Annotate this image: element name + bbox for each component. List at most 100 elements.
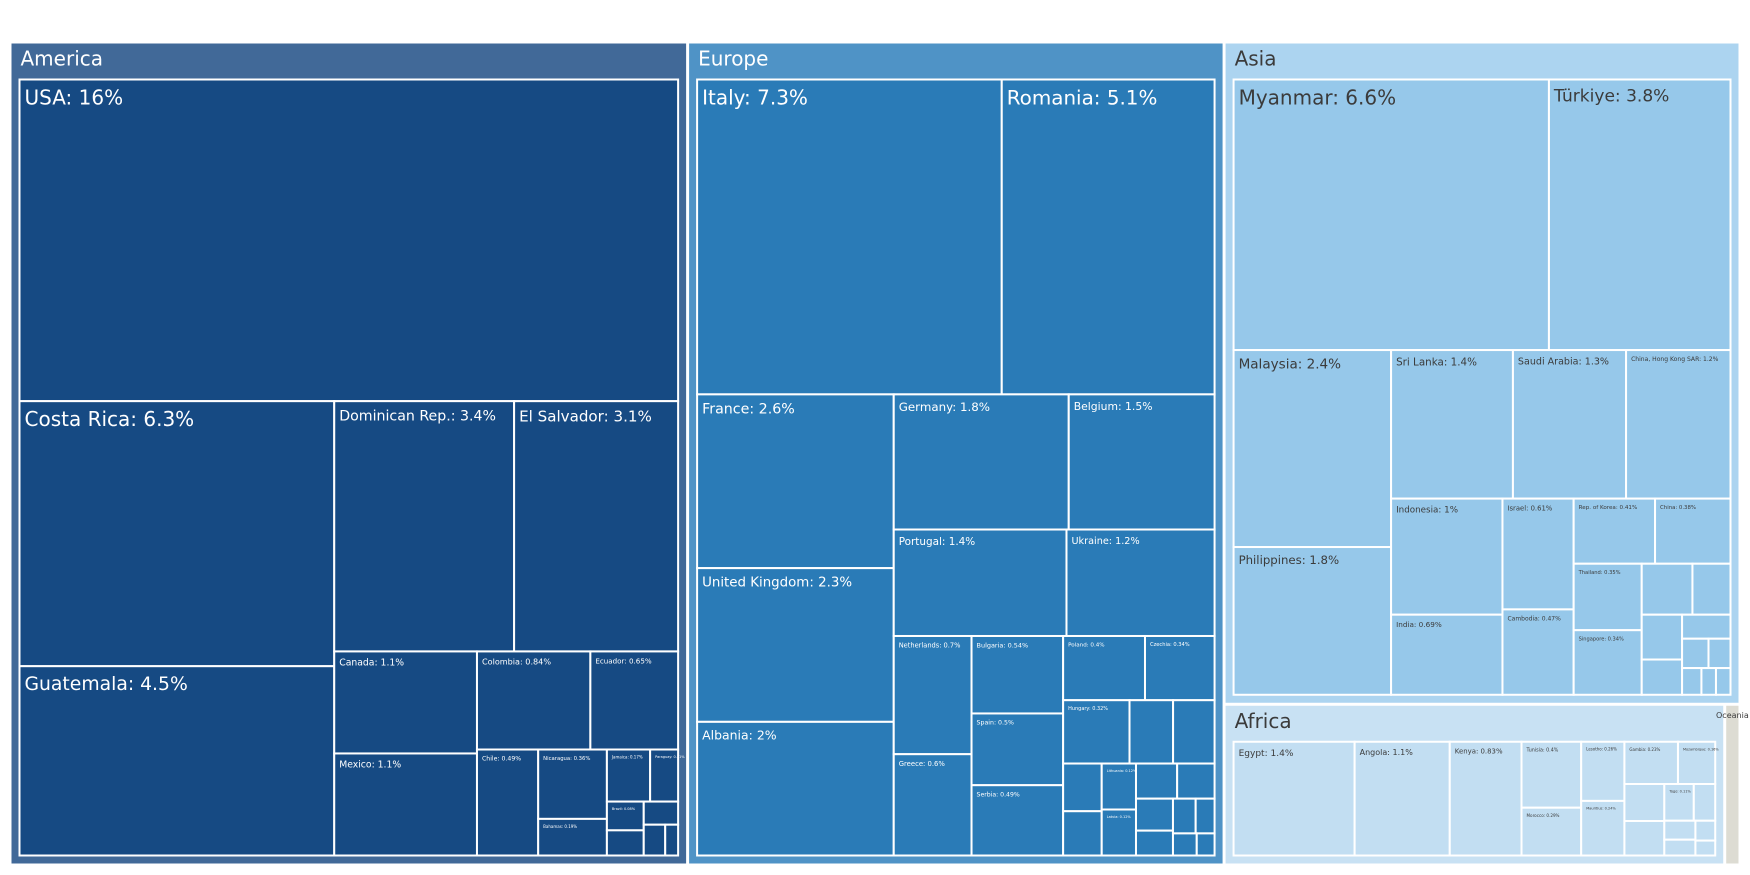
tile-rep-of-korea[interactable]	[1572, 497, 1657, 565]
tile-paraguay[interactable]	[649, 748, 680, 803]
tile-guatemala[interactable]	[18, 665, 336, 857]
tile-angola[interactable]	[1353, 740, 1451, 857]
tile-europe-17[interactable]	[1128, 699, 1175, 765]
tile-america-15[interactable]	[605, 829, 645, 857]
tile-label-mexico: Mexico: 1.1%	[339, 760, 401, 771]
tile-label-singapore: Singapore: 0.34%	[1579, 636, 1624, 642]
tile-asia-22[interactable]	[1681, 667, 1703, 696]
tile-asia-18[interactable]	[1640, 658, 1684, 696]
tile-bahamas[interactable]	[537, 817, 608, 857]
tile-europe-28[interactable]	[1194, 797, 1216, 835]
tile-label-india: India: 0.69%	[1396, 620, 1442, 629]
tile-el-salvador[interactable]	[513, 400, 680, 653]
tile-morocco[interactable]	[1520, 806, 1583, 857]
tile-label-hungary: Hungary: 0.32%	[1068, 706, 1108, 712]
tile-america-17[interactable]	[642, 823, 667, 857]
tile-europe-24[interactable]	[1176, 762, 1216, 800]
tile-europe-30[interactable]	[1195, 832, 1216, 857]
tile-africa-9[interactable]	[1623, 783, 1666, 822]
tile-asia-17[interactable]	[1640, 613, 1684, 661]
tile-malaysia[interactable]	[1232, 349, 1393, 549]
tile-mexico[interactable]	[333, 752, 478, 857]
group-label-africa: Africa	[1235, 709, 1292, 733]
tile-europe-25[interactable]	[1134, 797, 1174, 832]
tile-romania[interactable]	[1000, 78, 1216, 396]
tile-africa-13[interactable]	[1663, 819, 1697, 841]
tile-albania[interactable]	[696, 720, 895, 857]
tile-portugal[interactable]	[892, 528, 1068, 637]
tile-greece[interactable]	[892, 753, 973, 857]
tile-label-spain: Spain: 0.5%	[977, 720, 1014, 727]
tile-label-germany: Germany: 1.8%	[899, 400, 990, 414]
tile-cambodia[interactable]	[1501, 608, 1575, 696]
tile-europe-23[interactable]	[1134, 762, 1179, 800]
tile-label-usa: USA: 16%	[25, 86, 124, 110]
tile-africa-10[interactable]	[1623, 819, 1666, 857]
tile-usa[interactable]	[18, 78, 680, 403]
tile-label-italy: Italy: 7.3%	[702, 86, 808, 110]
tile-singapore[interactable]	[1572, 629, 1643, 696]
group-panel-oceania[interactable]	[1726, 705, 1739, 864]
tile-ecuador[interactable]	[589, 650, 680, 751]
tile-africa-15[interactable]	[1694, 819, 1717, 842]
tile-france[interactable]	[696, 393, 895, 570]
tile-spain[interactable]	[970, 712, 1065, 787]
tile-label-mozambique: Mozambique: 0.16%	[1683, 747, 1719, 751]
tile-italy[interactable]	[696, 78, 1003, 396]
group-label-europe: Europe	[698, 47, 768, 71]
tile-asia-15[interactable]	[1640, 562, 1694, 616]
tile-bulgaria[interactable]	[970, 634, 1065, 715]
tile-label-cambodia: Cambodia: 0.47%	[1507, 615, 1561, 622]
tile-czechia[interactable]	[1143, 634, 1216, 702]
tile-africa-14[interactable]	[1663, 838, 1697, 857]
tile-germany[interactable]	[892, 393, 1070, 531]
tile-europe-19[interactable]	[1062, 762, 1103, 813]
tile-sri-lanka[interactable]	[1390, 349, 1514, 500]
tile-indonesia[interactable]	[1390, 497, 1504, 616]
tile-china-hong-kong-sar[interactable]	[1625, 349, 1732, 500]
tile-canada[interactable]	[333, 650, 478, 755]
tile-label-paraguay: Paraguay: 0.11%	[655, 755, 685, 759]
tile-costa-rica[interactable]	[18, 400, 336, 668]
tile-belgium[interactable]	[1067, 393, 1216, 531]
tile-africa-16[interactable]	[1694, 839, 1717, 857]
tile-egypt[interactable]	[1232, 740, 1356, 857]
tile-europe-20[interactable]	[1062, 810, 1103, 857]
tile-brazil[interactable]	[605, 800, 645, 832]
tile-label-netherlands: Netherlands: 0.7%	[899, 642, 961, 650]
tile-europe-18[interactable]	[1172, 699, 1216, 765]
tile-label-serbia: Serbia: 0.49%	[977, 791, 1020, 798]
tile-asia-16[interactable]	[1691, 562, 1732, 616]
tile-chile[interactable]	[475, 748, 540, 857]
tile-america-18[interactable]	[664, 823, 680, 857]
tile-label-el-salvador: El Salvador: 3.1%	[519, 407, 652, 425]
tile-label-albania: Albania: 2%	[702, 727, 777, 742]
tile-serbia[interactable]	[970, 784, 1065, 857]
tile-asia-21[interactable]	[1707, 637, 1732, 670]
tile-asia-20[interactable]	[1681, 637, 1710, 670]
tile-myanmar[interactable]	[1232, 78, 1550, 352]
tile-kenya[interactable]	[1448, 740, 1523, 857]
tile-saudi-arabia[interactable]	[1511, 349, 1628, 500]
tile-america-16[interactable]	[642, 800, 680, 826]
tile-t-rkiye[interactable]	[1547, 78, 1732, 352]
tile-europe-26[interactable]	[1134, 829, 1174, 857]
tile-thailand[interactable]	[1572, 562, 1643, 632]
tile-tunisia[interactable]	[1520, 740, 1583, 809]
tile-hungary[interactable]	[1062, 699, 1131, 765]
tile-asia-19[interactable]	[1681, 613, 1732, 640]
tile-asia-23[interactable]	[1700, 667, 1717, 696]
tile-europe-27[interactable]	[1171, 797, 1197, 835]
tile-ukraine[interactable]	[1065, 528, 1216, 637]
tile-dominican-rep[interactable]	[333, 400, 516, 653]
tile-philippines[interactable]	[1232, 546, 1393, 696]
tile-europe-29[interactable]	[1171, 832, 1198, 857]
tile-label-saudi-arabia: Saudi Arabia: 1.3%	[1518, 357, 1609, 368]
tile-label-united-kingdom: United Kingdom: 2.3%	[702, 576, 852, 591]
tile-africa-12[interactable]	[1692, 783, 1717, 822]
tile-netherlands[interactable]	[892, 634, 973, 756]
tile-united-kingdom[interactable]	[696, 567, 895, 723]
tile-asia-24[interactable]	[1714, 667, 1732, 696]
tile-mauritius[interactable]	[1580, 799, 1626, 857]
tile-israel[interactable]	[1501, 497, 1575, 611]
